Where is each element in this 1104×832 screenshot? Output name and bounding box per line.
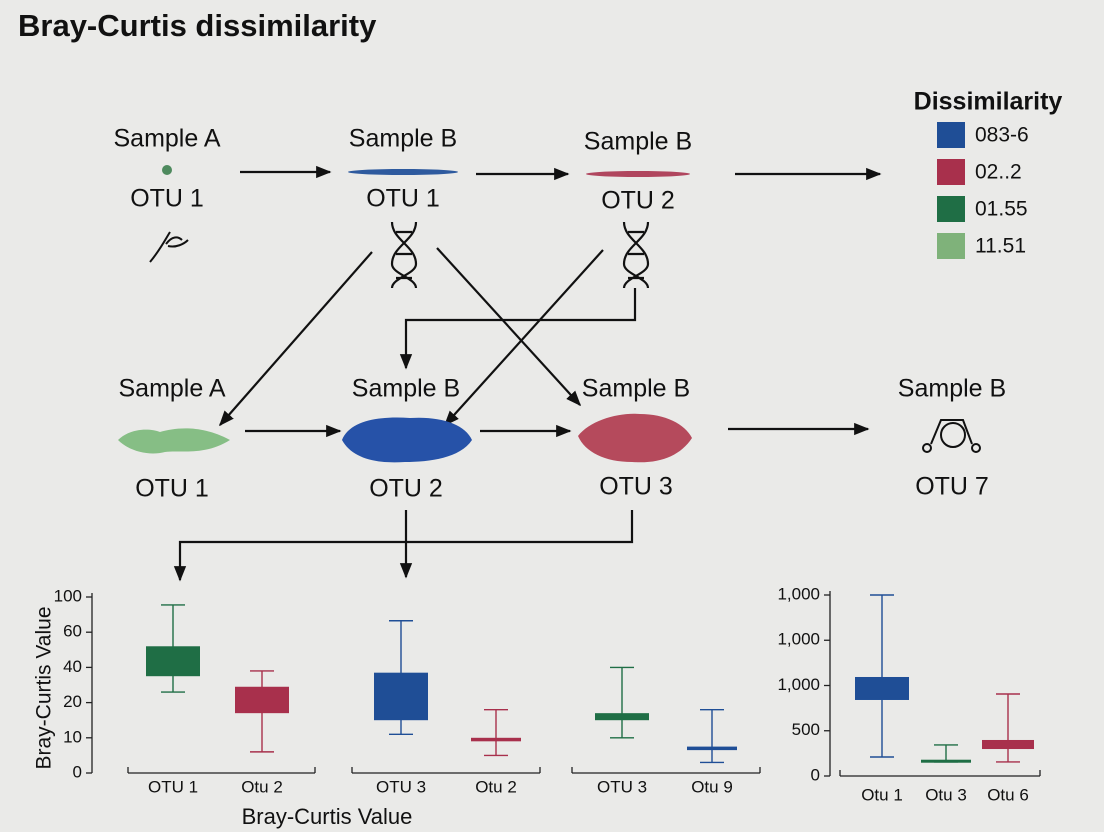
y-tick-label: 500 — [792, 720, 820, 739]
y-tick-label: 1,000 — [777, 630, 820, 649]
node-label: OTU 7 — [915, 473, 989, 501]
node-label: OTU 3 — [599, 473, 673, 501]
x-axis-label: Bray-Curtis Value — [242, 804, 413, 829]
node-label: OTU 2 — [369, 475, 443, 503]
box — [374, 672, 428, 721]
legend-swatch — [937, 122, 965, 148]
y-tick-label: 10 — [63, 727, 82, 746]
y-tick-label: 1,000 — [777, 584, 820, 603]
legend-label: 01.55 — [975, 198, 1028, 221]
box — [855, 676, 909, 700]
legend-swatch — [937, 233, 965, 259]
page-title: Bray-Curtis dissimilarity — [18, 8, 377, 43]
box — [921, 759, 971, 763]
legend-label: 083-6 — [975, 124, 1029, 147]
legend-swatch — [937, 196, 965, 222]
node-sample: Sample A — [118, 375, 225, 403]
box — [471, 737, 521, 742]
x-tick-label: Otu 1 — [861, 785, 903, 804]
y-tick-label: 1,000 — [777, 675, 820, 694]
legend-label: 11.51 — [975, 235, 1026, 258]
node-sample: Sample B — [352, 375, 460, 403]
x-tick-label: OTU 3 — [597, 777, 647, 796]
y-tick-label: 0 — [811, 765, 820, 784]
x-tick-label: Otu 3 — [925, 785, 967, 804]
x-tick-label: OTU 3 — [376, 777, 426, 796]
y-tick-label: 40 — [63, 657, 82, 676]
y-tick-label: 60 — [63, 622, 82, 641]
x-tick-label: Otu 6 — [987, 785, 1029, 804]
node-label: OTU 1 — [135, 475, 209, 503]
arrows — [173, 165, 882, 582]
box — [982, 739, 1034, 750]
node-sample: Sample B — [584, 128, 692, 156]
legend-label: 02..2 — [975, 161, 1022, 184]
node-label: OTU 2 — [601, 187, 675, 215]
box — [595, 713, 649, 721]
y-axis-label: Bray-Curtis Value — [33, 607, 56, 770]
legend-swatch — [937, 159, 965, 185]
box — [687, 746, 737, 751]
x-tick-label: Otu 2 — [241, 777, 283, 796]
icons — [118, 165, 981, 463]
legend-title: Dissimilarity — [914, 88, 1063, 116]
x-tick-label: OTU 1 — [148, 777, 198, 796]
node-label: OTU 1 — [130, 185, 204, 213]
y-tick-label: 100 — [54, 586, 82, 605]
node-sample: Sample B — [582, 375, 690, 403]
y-tick-label: 20 — [63, 692, 82, 711]
node-sample: Sample B — [898, 375, 1006, 403]
node-sample: Sample A — [113, 125, 220, 153]
x-tick-label: Otu 9 — [691, 777, 733, 796]
node-sample: Sample B — [349, 125, 457, 153]
box — [235, 686, 289, 714]
y-tick-label: 0 — [73, 762, 82, 781]
box — [146, 646, 200, 677]
node-label: OTU 1 — [366, 185, 440, 213]
x-tick-label: Otu 2 — [475, 777, 517, 796]
